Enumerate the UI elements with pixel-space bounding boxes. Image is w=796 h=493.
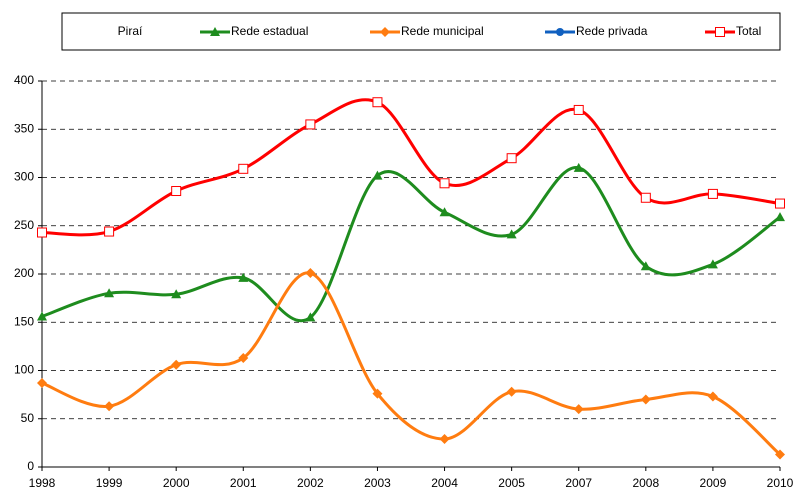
x-tick-label: 2000: [163, 476, 190, 490]
x-tick-label: 2010: [767, 476, 794, 490]
marker: [305, 268, 316, 279]
y-tick-label: 200: [14, 266, 34, 280]
x-tick-label: 2008: [632, 476, 659, 490]
marker: [640, 261, 651, 271]
marker: [372, 97, 383, 108]
marker: [210, 27, 220, 36]
marker: [238, 352, 249, 363]
marker: [775, 198, 785, 209]
marker: [573, 104, 584, 115]
marker: [775, 212, 785, 222]
series-line: [41, 166, 781, 323]
marker: [506, 229, 517, 239]
marker: [104, 288, 115, 298]
y-tick-label: 300: [14, 170, 34, 184]
marker: [171, 359, 182, 370]
x-tick-label: 2007: [565, 476, 592, 490]
marker: [573, 404, 584, 415]
series-line: [41, 271, 781, 456]
marker: [439, 178, 450, 189]
legend-label: Rede privada: [576, 24, 648, 38]
y-tick-label: 400: [14, 73, 34, 87]
marker: [37, 378, 47, 389]
marker: [171, 289, 182, 299]
marker: [640, 192, 651, 203]
marker: [506, 386, 517, 397]
marker: [707, 391, 718, 402]
marker: [556, 28, 564, 36]
y-tick-label: 150: [14, 314, 34, 328]
marker: [238, 272, 249, 282]
x-tick-label: 2005: [498, 476, 525, 490]
marker: [640, 394, 651, 405]
x-tick-label: 1999: [96, 476, 123, 490]
x-tick-label: 2009: [700, 476, 727, 490]
y-tick-label: 350: [14, 121, 34, 135]
x-tick-label: 2003: [364, 476, 391, 490]
x-tick-label: 2001: [230, 476, 257, 490]
marker: [372, 388, 383, 399]
marker: [573, 162, 584, 172]
x-tick-label: 1998: [29, 476, 56, 490]
marker: [506, 153, 517, 164]
marker: [439, 207, 450, 217]
marker: [372, 170, 383, 180]
y-tick-label: 0: [27, 459, 34, 473]
marker: [775, 449, 785, 460]
marker: [238, 163, 249, 174]
marker: [380, 27, 390, 37]
series-line: [41, 98, 781, 237]
y-tick-label: 250: [14, 218, 34, 232]
marker: [305, 119, 316, 130]
legend-label: Rede municipal: [401, 24, 484, 38]
marker: [439, 434, 450, 445]
marker: [707, 188, 718, 199]
legend-label: Rede estadual: [231, 24, 308, 38]
y-tick-label: 50: [21, 411, 35, 425]
legend-box: [61, 12, 781, 51]
x-tick-label: 2004: [431, 476, 458, 490]
marker: [104, 226, 115, 237]
marker: [715, 27, 725, 37]
marker: [37, 227, 47, 238]
marker: [171, 186, 182, 197]
legend-title: Piraí: [118, 24, 143, 38]
marker: [104, 401, 115, 412]
marker: [37, 311, 47, 321]
y-tick-label: 100: [14, 363, 34, 377]
marker: [707, 259, 718, 269]
x-tick-label: 2002: [297, 476, 324, 490]
legend-label: Total: [736, 24, 761, 38]
marker: [305, 312, 316, 322]
